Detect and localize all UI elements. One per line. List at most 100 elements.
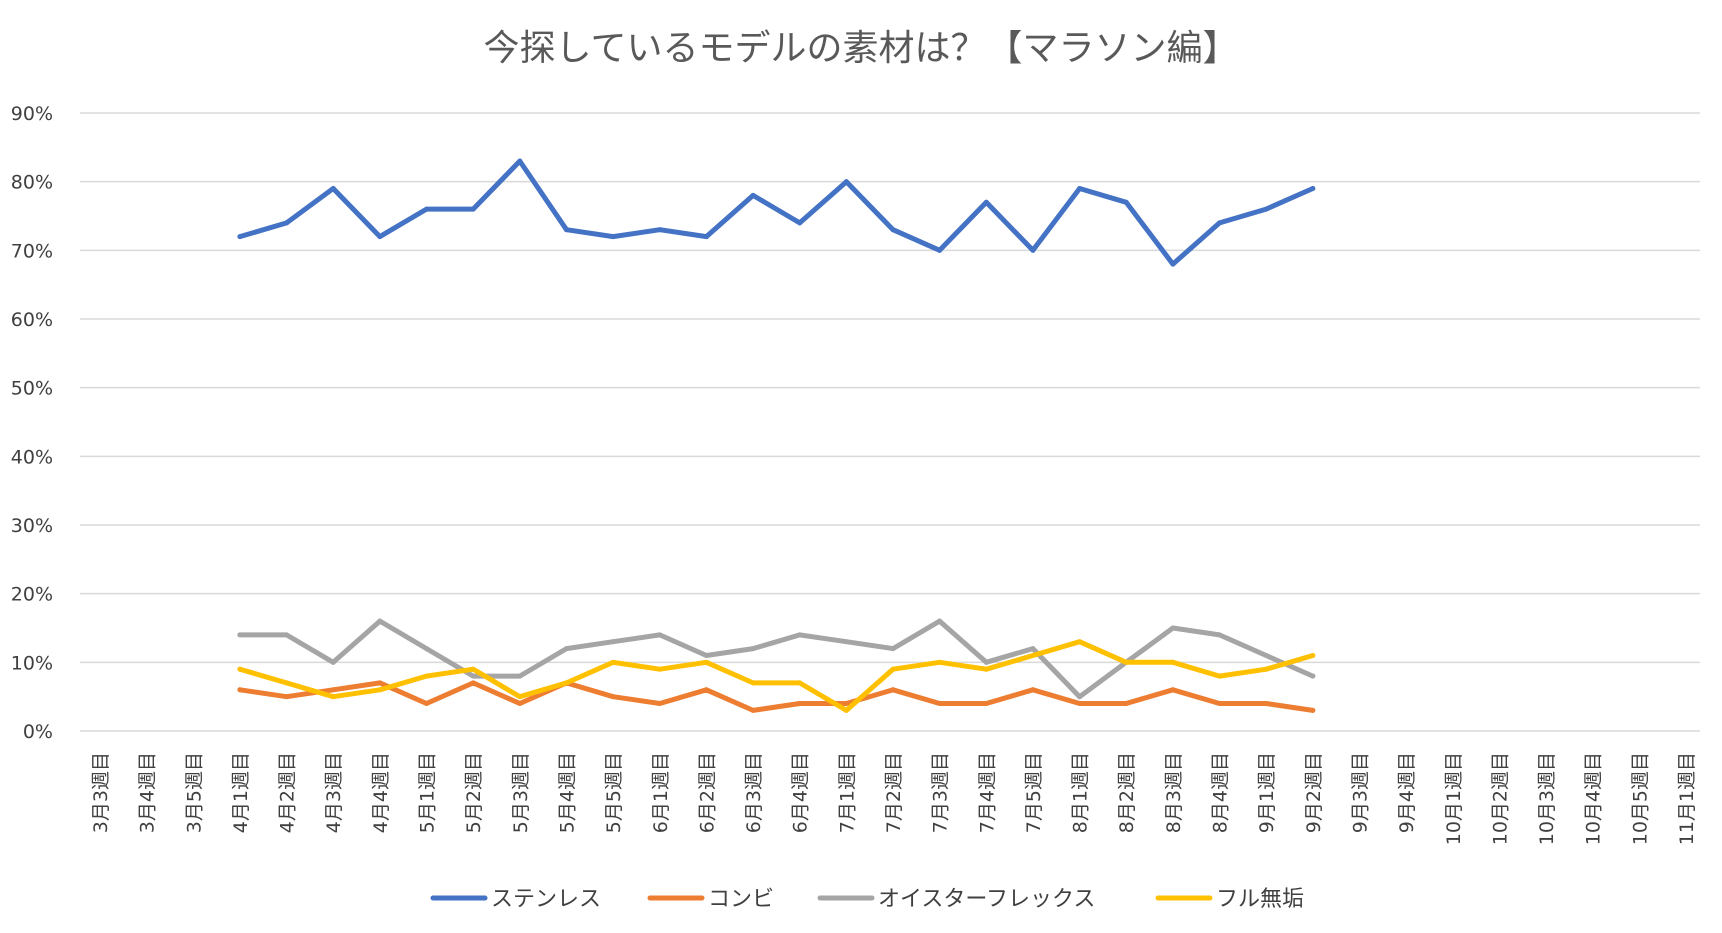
x-tick-label: 5月3週目 (510, 752, 532, 833)
data-point (284, 632, 290, 638)
series-lines (237, 158, 1316, 713)
x-tick-label: 6月3週目 (743, 752, 765, 833)
data-point (937, 618, 943, 624)
x-tick-label: 3月5週目 (183, 752, 205, 833)
x-tick-label: 6月1週目 (650, 752, 672, 833)
y-axis-ticks: 0% 10% 20% 30% 40% 50% 60% 70% 80% 90% (11, 103, 53, 743)
data-point (1030, 646, 1036, 652)
y-tick-label: 90% (11, 103, 53, 125)
data-point (610, 659, 616, 665)
data-point (1030, 652, 1036, 658)
y-tick-label: 30% (11, 515, 53, 537)
x-tick-label: 7月3週目 (930, 752, 952, 833)
x-tick-label: 3月3週目 (90, 752, 112, 833)
data-point (1217, 701, 1223, 707)
x-tick-label: 4月1週目 (230, 752, 252, 833)
x-tick-label: 9月4週目 (1396, 752, 1418, 833)
data-point (1170, 687, 1176, 693)
x-tick-label: 7月5週目 (1023, 752, 1045, 833)
y-tick-label: 20% (11, 584, 53, 606)
data-point (470, 680, 476, 686)
data-point (1310, 652, 1316, 658)
x-tick-label: 8月4週目 (1210, 752, 1232, 833)
data-point (330, 659, 336, 665)
data-point (983, 199, 989, 205)
data-point (1123, 199, 1129, 205)
data-point (937, 247, 943, 253)
x-tick-label: 5月4週目 (556, 752, 578, 833)
x-tick-label: 10月4週目 (1583, 752, 1605, 845)
data-point (1077, 186, 1083, 192)
chart-title: 今探しているモデルの素材は？【マラソン編】 (484, 28, 1239, 69)
y-tick-label: 50% (11, 378, 53, 400)
data-point (610, 639, 616, 645)
data-point (1077, 639, 1083, 645)
data-point (470, 673, 476, 679)
x-tick-label: 5月2週目 (463, 752, 485, 833)
data-point (983, 659, 989, 665)
legend-label: オイスターフレックス (878, 887, 1095, 912)
data-point (284, 694, 290, 700)
data-point (1123, 659, 1129, 665)
data-point (517, 158, 523, 164)
x-tick-label: 5月1週目 (417, 752, 439, 833)
data-point (703, 234, 709, 240)
data-point (377, 687, 383, 693)
data-point (237, 687, 243, 693)
data-point (657, 632, 663, 638)
x-tick-label: 5月5週目 (603, 752, 625, 833)
data-point (750, 707, 756, 713)
y-tick-label: 70% (11, 240, 53, 262)
data-point (284, 680, 290, 686)
data-point (330, 687, 336, 693)
data-point (1077, 701, 1083, 707)
x-tick-label: 6月2週目 (696, 752, 718, 833)
gridlines (80, 112, 1700, 732)
series-line (237, 618, 1316, 700)
x-tick-label: 10月2週目 (1489, 752, 1511, 845)
data-point (517, 673, 523, 679)
data-point (750, 192, 756, 198)
data-point (470, 666, 476, 672)
data-point (657, 666, 663, 672)
x-tick-label: 7月2週目 (883, 752, 905, 833)
data-point (1263, 701, 1269, 707)
data-point (1310, 707, 1316, 713)
legend-label: フル無垢 (1216, 887, 1304, 912)
x-tick-label: 4月4週目 (370, 752, 392, 833)
data-point (1263, 666, 1269, 672)
y-tick-label: 60% (11, 309, 53, 331)
x-tick-label: 8月1週目 (1070, 752, 1092, 833)
data-point (890, 687, 896, 693)
data-point (1263, 206, 1269, 212)
data-point (1170, 261, 1176, 267)
data-point (1170, 625, 1176, 631)
x-tick-label: 9月3週目 (1349, 752, 1371, 833)
data-point (890, 227, 896, 233)
data-point (470, 206, 476, 212)
x-tick-label: 10月5週目 (1629, 752, 1651, 845)
data-point (563, 646, 569, 652)
legend: ステンレス コンビ オイスターフレックス フル無垢 (430, 887, 1304, 912)
data-point (377, 234, 383, 240)
data-point (1217, 220, 1223, 226)
data-point (517, 694, 523, 700)
data-point (843, 707, 849, 713)
y-tick-label: 80% (11, 172, 53, 194)
data-point (1310, 186, 1316, 192)
x-tick-label: 11月1週目 (1676, 752, 1698, 845)
data-point (237, 632, 243, 638)
data-point (983, 701, 989, 707)
legend-label: ステンレス (491, 887, 601, 912)
data-point (750, 646, 756, 652)
y-tick-label: 40% (11, 446, 53, 468)
x-tick-label: 3月4週目 (137, 752, 159, 833)
y-tick-label: 10% (11, 652, 53, 674)
data-point (1170, 659, 1176, 665)
data-point (424, 701, 430, 707)
data-point (1217, 673, 1223, 679)
data-point (1263, 652, 1269, 658)
data-point (703, 659, 709, 665)
data-point (1030, 247, 1036, 253)
